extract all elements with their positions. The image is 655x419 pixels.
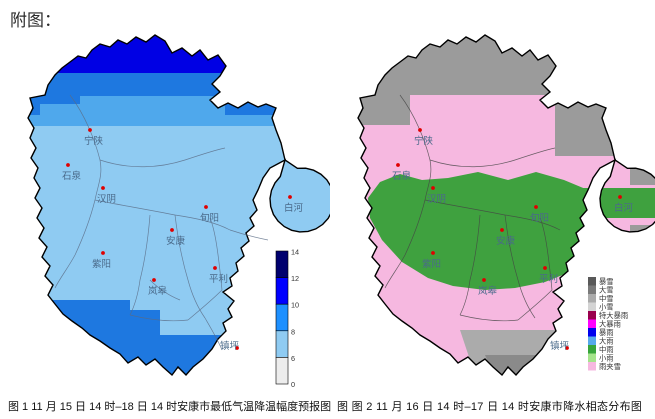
svg-text:0: 0 <box>291 380 295 389</box>
svg-text:雨夹雪: 雨夹雪 <box>599 362 621 371</box>
svg-text:石泉: 石泉 <box>62 170 82 182</box>
svg-text:岚皋: 岚皋 <box>478 285 498 297</box>
svg-text:紫阳: 紫阳 <box>92 259 111 270</box>
svg-text:14: 14 <box>291 248 299 257</box>
svg-text:10: 10 <box>291 301 299 310</box>
svg-text:紫阳: 紫阳 <box>422 259 441 270</box>
svg-text:白河: 白河 <box>284 202 304 214</box>
svg-text:汉阴: 汉阴 <box>427 194 446 205</box>
svg-text:平利: 平利 <box>209 273 228 285</box>
svg-text:旬阳: 旬阳 <box>530 212 549 224</box>
svg-text:宁陕: 宁陕 <box>414 135 434 147</box>
svg-text:12: 12 <box>291 274 299 283</box>
svg-text:安康: 安康 <box>496 235 516 247</box>
svg-text:旬阳: 旬阳 <box>200 212 219 224</box>
svg-text:安康: 安康 <box>166 235 186 247</box>
svg-text:8: 8 <box>291 327 295 336</box>
svg-text:镇坪: 镇坪 <box>220 340 240 352</box>
svg-text:宁陕: 宁陕 <box>84 135 104 147</box>
svg-text:镇坪: 镇坪 <box>550 340 570 352</box>
svg-text:平利: 平利 <box>539 273 558 285</box>
svg-text:白河: 白河 <box>614 202 634 214</box>
svg-text:岚皋: 岚皋 <box>148 285 168 297</box>
svg-text:6: 6 <box>291 354 295 363</box>
svg-text:石泉: 石泉 <box>392 170 412 182</box>
svg-text:汉阴: 汉阴 <box>97 194 116 205</box>
